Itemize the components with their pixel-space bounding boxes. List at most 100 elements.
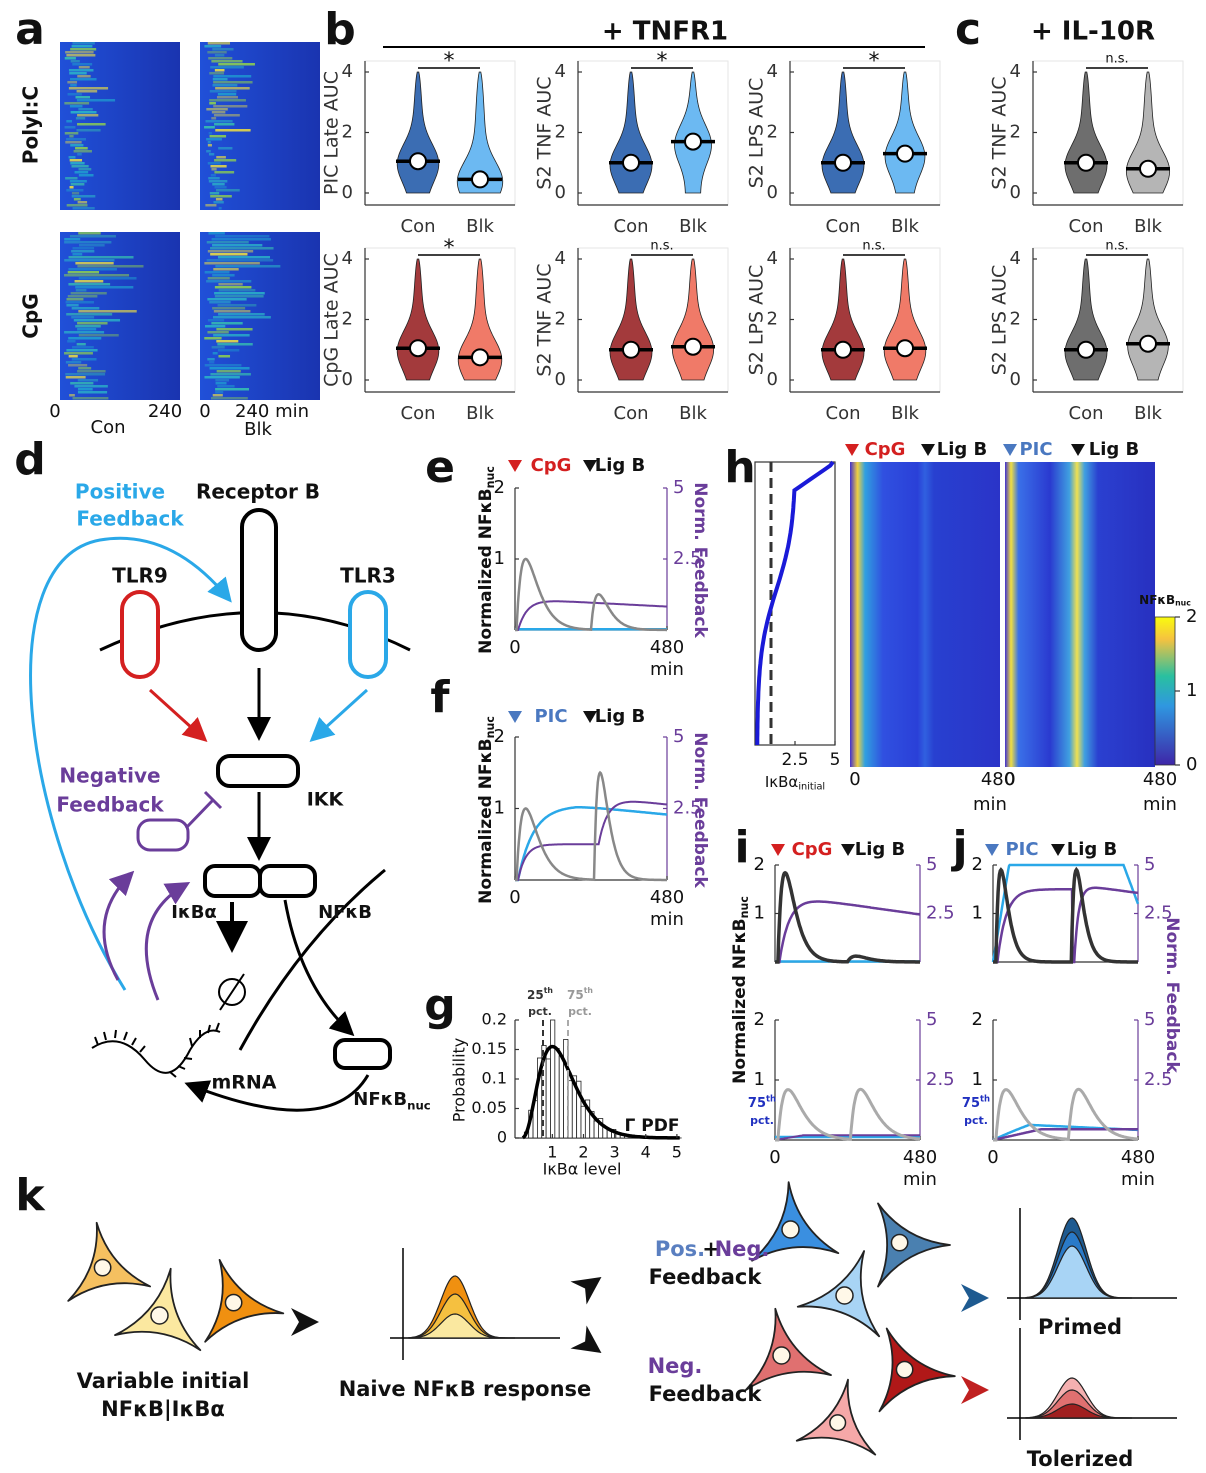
marker-triangle (921, 444, 935, 456)
colorbar-tick-label: 0 (1186, 754, 1197, 775)
heatmap-streak (204, 337, 221, 340)
hist-bar (546, 1059, 550, 1138)
y-tick-label: 1 (754, 903, 765, 924)
heatmap-streak (79, 66, 90, 69)
heatmap-streak (70, 186, 74, 189)
significance: n.s. (650, 239, 673, 254)
heatmap-streak (205, 120, 232, 123)
x-unit: min (650, 909, 684, 930)
heatmap-streak (219, 289, 256, 292)
y-axis-label: S2 TNF AUC (534, 263, 556, 376)
ligand-label: Lig B (595, 455, 646, 476)
label: Primed (1038, 1315, 1122, 1339)
heatmap-streak (70, 78, 97, 81)
arrow (150, 690, 203, 738)
heatmap-streak (68, 93, 82, 96)
x-tick-label: 4 (641, 1143, 651, 1162)
ligand-label: Lig B (855, 839, 906, 860)
y-tick-label: 0.05 (471, 1098, 507, 1117)
y-tick-label: 0 (767, 369, 778, 390)
axes-box (790, 61, 940, 205)
heatmap-streak (206, 280, 251, 283)
heatmap-streak (66, 376, 86, 379)
heatmap-streak (64, 259, 114, 262)
nucleus (94, 1259, 110, 1275)
heatmap-streak (218, 283, 242, 286)
heatmap-streak (72, 42, 94, 45)
heatmap-streak (75, 171, 89, 174)
label: Norm. Feedback (690, 482, 710, 638)
y-tick-label: 1 (754, 1069, 765, 1090)
heatmap-streak (218, 355, 230, 358)
trace (515, 559, 667, 630)
heatmap-streak (212, 183, 224, 186)
y-axis-label: CpG Late AUC (321, 253, 343, 387)
colorbar-tick-label: 2 (1186, 606, 1197, 627)
significance: * (657, 49, 668, 74)
arrowhead (961, 1284, 989, 1312)
violin (1065, 259, 1107, 380)
y-tick-label: 2 (555, 122, 566, 143)
label-part: IκBα (765, 773, 799, 791)
y-tick-label: 1 (972, 903, 983, 924)
marker-triangle (1003, 444, 1017, 456)
heatmap-streak (215, 87, 250, 90)
x-tick-label: 0 (849, 769, 860, 790)
label: Feedback (649, 1265, 763, 1289)
heatmap-streak (78, 379, 98, 382)
hist-bar (550, 1020, 554, 1138)
label: 75th (962, 1093, 990, 1111)
row-label: PolyI:C (19, 86, 43, 164)
heatmap-streak (212, 244, 262, 247)
heatmap-streak (219, 207, 222, 210)
heatmap-streak (215, 54, 224, 57)
x-tick-label: 480 (1121, 1147, 1155, 1168)
heatmap-streak (210, 367, 250, 370)
significance: n.s. (1105, 52, 1128, 67)
heatmap-streak (78, 388, 93, 391)
heatmap-streak (75, 280, 104, 283)
label-part: th (544, 986, 553, 995)
heatmap (850, 462, 1000, 767)
condition-label: Con (1069, 403, 1104, 424)
heatmap-streak (218, 349, 239, 352)
mrna-ticks (95, 1023, 219, 1077)
y2-tick-label: 5 (673, 477, 684, 498)
heatmap-streak (66, 304, 78, 307)
receptor-b (242, 510, 276, 650)
heatmap-streak (79, 174, 94, 177)
significance: * (869, 49, 880, 74)
y-tick-label: 2 (754, 1009, 765, 1030)
heatmap-streak (75, 286, 133, 289)
heatmap-streak (69, 69, 93, 72)
median-dot (897, 340, 913, 356)
label-part: th (584, 986, 593, 995)
heatmap-streak (72, 346, 94, 349)
violin (822, 72, 864, 193)
heatmap-streak (213, 78, 228, 81)
heatmap-streak (78, 232, 100, 235)
heatmap-streak (66, 349, 97, 352)
condition-label: Blk (679, 403, 707, 424)
heatmap-streak (208, 250, 253, 253)
x-tick-label: 0 (199, 401, 210, 422)
heatmap-streak (75, 96, 90, 99)
heatmap-streak (218, 147, 232, 150)
heatmap-streak (71, 292, 107, 295)
heatmap-streak (213, 81, 252, 84)
heatmap-streak (205, 204, 216, 207)
heatmap-streak (69, 156, 76, 159)
heatmap-streak (208, 141, 211, 144)
panel-label: g (424, 980, 456, 1031)
nfkb (260, 866, 315, 896)
median-dot (1078, 155, 1094, 171)
heatmap-streak (218, 256, 270, 259)
heatmap-streak (64, 102, 89, 105)
label-part: 75 (962, 1096, 980, 1111)
heatmap-streak (72, 247, 94, 250)
colorbar-tick-label: 1 (1186, 680, 1197, 701)
trace (993, 888, 1138, 962)
y-tick-label: 0 (555, 182, 566, 203)
heatmap-streak (213, 84, 238, 87)
heatmap-streak (210, 66, 244, 69)
